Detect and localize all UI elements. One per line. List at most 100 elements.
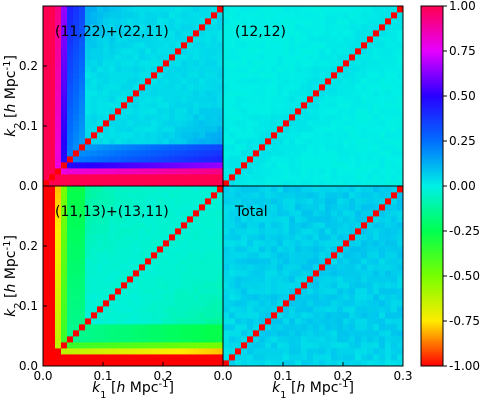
heatmap-cell <box>391 90 398 97</box>
heatmap-cell <box>337 312 344 319</box>
heatmap-cell <box>253 228 260 235</box>
heatmap-cell <box>319 138 326 145</box>
heatmap-cell <box>43 6 50 13</box>
heatmap-cell <box>271 48 278 55</box>
heatmap-cell <box>319 72 326 79</box>
heatmap-cell <box>133 300 140 307</box>
heatmap-cell <box>277 258 284 265</box>
heatmap-cell <box>361 198 368 205</box>
heatmap-cell <box>187 216 194 223</box>
heatmap-cell <box>61 36 68 43</box>
heatmap-cell <box>337 180 344 187</box>
heatmap-cell <box>271 30 278 37</box>
heatmap-cell <box>121 60 128 67</box>
heatmap-cell <box>211 144 218 151</box>
heatmap-cell <box>349 30 356 37</box>
heatmap-cell <box>283 78 290 85</box>
heatmap-cell <box>49 126 56 133</box>
heatmap-cell <box>55 294 62 301</box>
heatmap-cell <box>361 18 368 25</box>
heatmap-cell <box>361 210 368 217</box>
heatmap-cell <box>265 288 272 295</box>
heatmap-cell <box>331 42 338 49</box>
heatmap-cell <box>73 240 80 247</box>
heatmap-cell <box>67 246 74 253</box>
heatmap-cell <box>91 192 98 199</box>
heatmap-cell <box>385 90 392 97</box>
heatmap-cell <box>379 18 386 25</box>
heatmap-cell <box>319 156 326 163</box>
heatmap-cell <box>85 264 92 271</box>
heatmap-cell <box>49 354 56 361</box>
heatmap-cell <box>199 312 206 319</box>
heatmap-cell <box>211 54 218 61</box>
heatmap-cell <box>229 72 236 79</box>
heatmap-cell <box>187 186 194 193</box>
heatmap-cell <box>259 258 266 265</box>
heatmap-cell <box>85 6 92 13</box>
heatmap-cell <box>55 306 62 313</box>
heatmap-cell <box>91 324 98 331</box>
heatmap-cell <box>127 228 134 235</box>
heatmap-cell <box>121 72 128 79</box>
heatmap-cell <box>115 150 122 157</box>
heatmap-cell <box>163 168 170 175</box>
heatmap-cell <box>133 336 140 343</box>
heatmap-cell <box>175 192 182 199</box>
panel-label: (12,12) <box>235 24 286 40</box>
heatmap-cell <box>373 300 380 307</box>
heatmap-cell <box>73 24 80 31</box>
heatmap-cell <box>277 294 284 301</box>
heatmap-cell <box>169 138 176 145</box>
heatmap-cell <box>199 24 206 31</box>
heatmap-cell <box>49 42 56 49</box>
heatmap-cell <box>181 138 188 145</box>
heatmap-cell <box>295 168 302 175</box>
heatmap-cell <box>349 198 356 205</box>
heatmap-cell <box>259 120 266 127</box>
heatmap-cell <box>49 216 56 223</box>
heatmap-cell <box>127 300 134 307</box>
heatmap-cell <box>289 78 296 85</box>
heatmap-cell <box>109 354 116 361</box>
heatmap-cell <box>211 246 218 253</box>
heatmap-cell <box>139 228 146 235</box>
heatmap-cell <box>265 336 272 343</box>
heatmap-cell <box>289 30 296 37</box>
heatmap-cell <box>145 288 152 295</box>
heatmap-cell <box>115 312 122 319</box>
heatmap-cell <box>109 18 116 25</box>
heatmap-cell <box>61 198 68 205</box>
heatmap-cell <box>247 234 254 241</box>
heatmap-cell <box>355 240 362 247</box>
heatmap-cell <box>217 168 224 175</box>
heatmap-cell <box>223 48 230 55</box>
heatmap-cell <box>49 36 56 43</box>
heatmap-cell <box>73 36 80 43</box>
heatmap-cell <box>253 18 260 25</box>
heatmap-cell <box>211 114 218 121</box>
heatmap-cell <box>361 108 368 115</box>
heatmap-cell <box>289 204 296 211</box>
heatmap-cell <box>349 360 356 367</box>
heatmap-cell <box>253 222 260 229</box>
heatmap-cell <box>79 192 86 199</box>
heatmap-cell <box>79 270 86 277</box>
heatmap-cell <box>307 180 314 187</box>
heatmap-cell <box>277 144 284 151</box>
heatmap-cell <box>187 246 194 253</box>
heatmap-cell <box>109 234 116 241</box>
heatmap-cell <box>85 18 92 25</box>
heatmap-cell <box>199 252 206 259</box>
heatmap-cell <box>283 234 290 241</box>
heatmap-cell <box>373 132 380 139</box>
heatmap-cell <box>103 210 110 217</box>
heatmap-cell <box>325 222 332 229</box>
heatmap-cell <box>253 48 260 55</box>
heatmap-cell <box>55 156 62 163</box>
heatmap-cell <box>79 318 86 325</box>
heatmap-cell <box>121 222 128 229</box>
heatmap-cell <box>397 354 404 361</box>
heatmap-cell <box>91 72 98 79</box>
heatmap-cell <box>133 360 140 367</box>
